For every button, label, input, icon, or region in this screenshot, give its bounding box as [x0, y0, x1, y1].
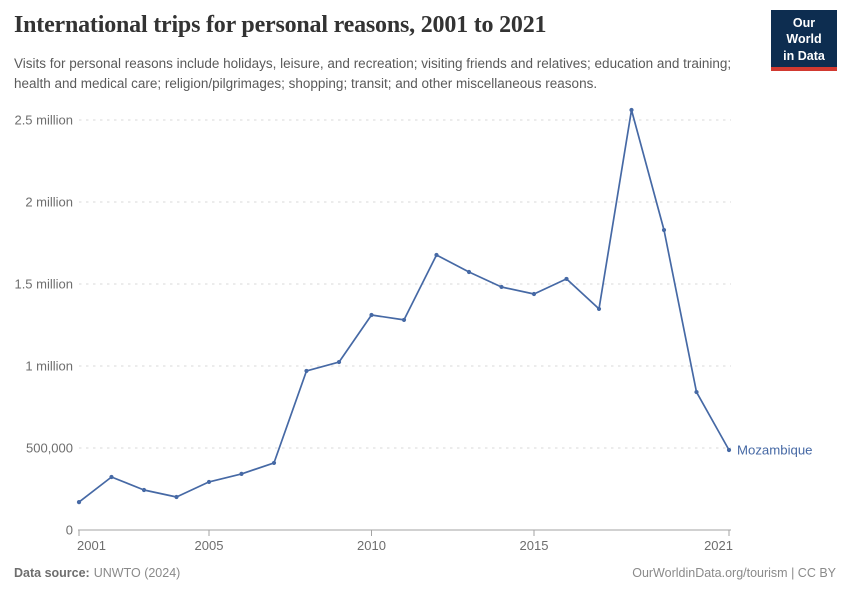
line-chart: 0 500,000 1 million 1.5 million 2 million 2.5… [14, 107, 813, 553]
data-point [271, 460, 277, 466]
entity-label-mozambique: Mozambique [737, 442, 813, 457]
data-point [304, 368, 309, 374]
y-axis-tick-label: 2.5 million [14, 113, 73, 128]
data-point [531, 291, 537, 297]
data-point [401, 317, 407, 323]
y-axis-tick-label: 1.5 million [14, 277, 73, 292]
data-point [239, 471, 244, 477]
y-axis-tick-label: 2 million [25, 195, 73, 210]
chart-footer: Data source: UNWTO (2024) OurWorldinData.… [14, 566, 836, 580]
page-title: International trips for personal reasons… [14, 12, 547, 38]
data-point [499, 284, 504, 290]
owid-logo: Our World in Data [771, 10, 837, 71]
x-axis-tick-label: 2015 [520, 538, 549, 553]
logo-text-line1: Our World [786, 16, 822, 47]
data-point [336, 359, 342, 365]
data-source: Data source: UNWTO (2024) [14, 566, 180, 580]
x-axis-tick-label: 2010 [357, 538, 386, 553]
attribution-text: OurWorldinData.org/tourism | CC BY [632, 566, 836, 580]
data-point [596, 306, 602, 312]
series-line-mozambique [78, 109, 730, 503]
data-source-value: UNWTO (2024) [93, 566, 181, 580]
data-point [661, 227, 667, 233]
data-point [369, 312, 374, 318]
x-axis-tick-label: 2001 [77, 538, 106, 553]
data-point [694, 389, 699, 395]
x-axis-tick-label: 2021 [704, 538, 733, 553]
chart-subtitle: Visits for personal reasons include holi… [14, 56, 732, 91]
data-point [466, 269, 472, 275]
data-point [629, 107, 634, 113]
data-point [76, 500, 82, 505]
data-point [434, 252, 439, 258]
data-point [726, 447, 732, 453]
x-axis-tick-label: 2005 [195, 538, 224, 553]
logo-text-line2: in Data [783, 48, 825, 63]
data-point [564, 276, 569, 282]
data-point [141, 487, 147, 493]
y-axis-tick-label: 1 million [25, 359, 73, 374]
data-point [109, 474, 114, 480]
data-point [206, 479, 212, 485]
y-axis-tick-label: 500,000 [26, 441, 73, 456]
data-source-label: Data source: [14, 566, 90, 580]
data-point [174, 494, 179, 500]
y-axis-tick-label: 0 [66, 523, 73, 538]
